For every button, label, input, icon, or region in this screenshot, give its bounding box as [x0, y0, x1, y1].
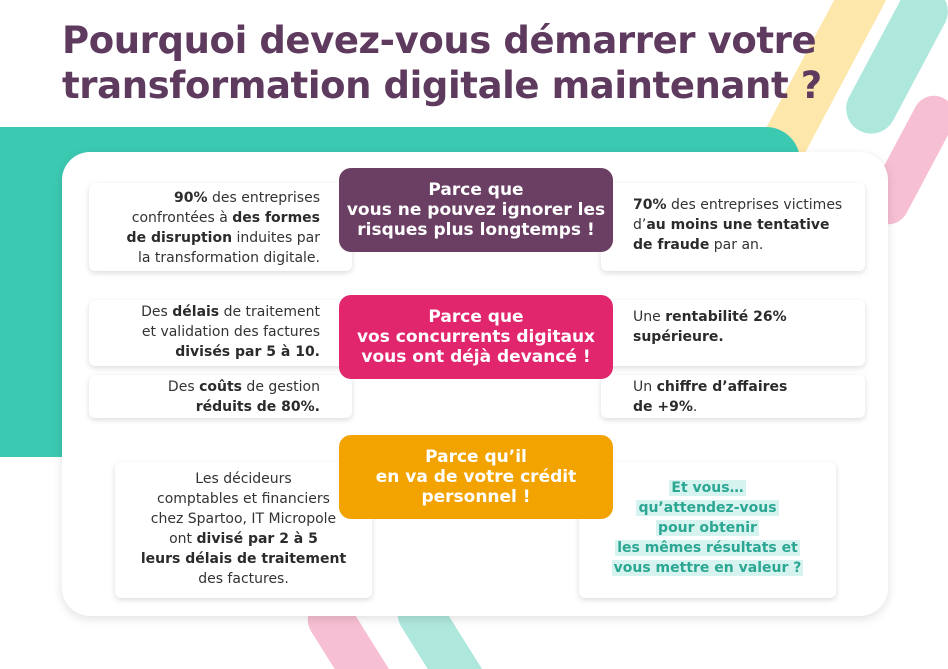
stat-card-profitability: Une rentabilité 26% supérieure.	[601, 300, 865, 366]
reason-banner-credit: Parce qu’il en va de votre crédit person…	[339, 435, 613, 519]
stat-card-fraud: 70% des entreprises victimes d’au moins …	[601, 183, 865, 271]
page-title: Pourquoi devez-vous démarrer votre trans…	[62, 18, 822, 108]
reason-banner-competitors: Parce que vos concurrents digitaux vous …	[339, 295, 613, 379]
title-line-1: Pourquoi devez-vous démarrer votre	[62, 19, 817, 62]
reason-banner-risks: Parce que vous ne pouvez ignorer les ris…	[339, 168, 613, 252]
stat-card-delays: Des délais de traitement et validation d…	[89, 300, 352, 366]
call-to-action-card: Et vous… qu’attendez-vous pour obtenir l…	[579, 462, 836, 598]
stat-card-disruption: 90% des entreprises confrontées à des fo…	[89, 183, 352, 271]
stat-card-revenue: Un chiffre d’affaires de +9%.	[601, 375, 865, 418]
stat-card-costs: Des coûts de gestion réduits de 80%.	[89, 375, 352, 418]
title-line-2: transformation digitale maintenant ?	[62, 64, 822, 107]
stat-card-testimonial: Les décideurs comptables et financiers c…	[115, 462, 372, 598]
